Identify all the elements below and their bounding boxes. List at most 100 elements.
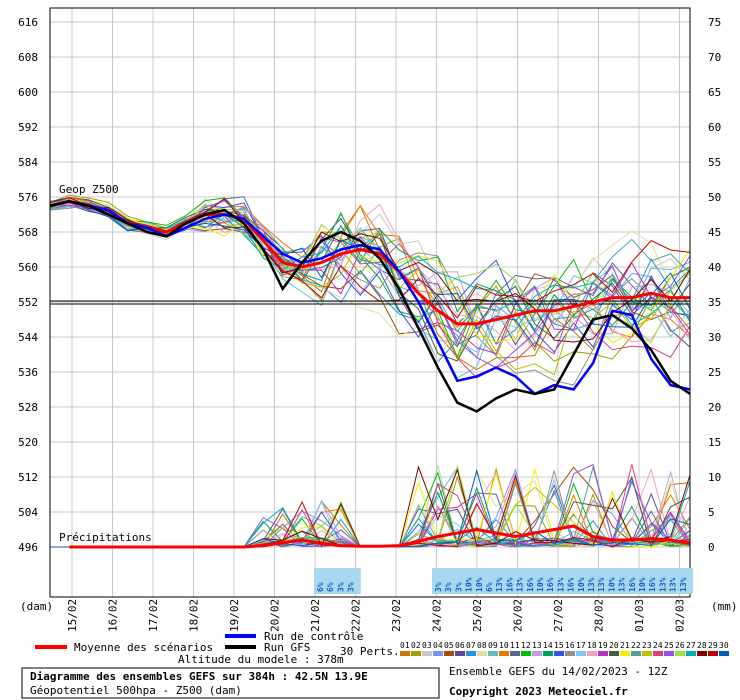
x-ticks: 15/02 16/02 17/02 18/02 19/02 20/02 21/02 22/02… bbox=[66, 599, 687, 632]
precip-prob-label: 16% bbox=[648, 577, 657, 592]
y-left-tick-label: 576 bbox=[18, 191, 38, 204]
precip-prob-label: 13% bbox=[587, 577, 596, 592]
pert-swatch bbox=[444, 651, 454, 656]
pert-number: 19 bbox=[598, 641, 608, 650]
pert-number: 02 bbox=[411, 641, 421, 650]
pert-swatch bbox=[411, 651, 421, 656]
precip-prob-label: 6% bbox=[326, 582, 335, 592]
x-tick-label: 02/03 bbox=[674, 599, 687, 632]
pert-swatch bbox=[565, 651, 575, 656]
y-right-tick-label: 45 bbox=[708, 226, 721, 239]
series-0 bbox=[49, 199, 690, 326]
y-right-unit: (mm) bbox=[711, 600, 738, 613]
y-left-tick-label: 496 bbox=[18, 541, 38, 554]
x-tick-label: 15/02 bbox=[66, 599, 79, 632]
precip-prob-label: 16% bbox=[505, 577, 514, 592]
precip-prob-label: 10% bbox=[465, 577, 474, 592]
pert-swatch bbox=[422, 651, 432, 656]
legend-control-label: Run de contrôle bbox=[264, 630, 363, 643]
precip-prob-band bbox=[432, 568, 693, 594]
pert-swatch bbox=[576, 651, 586, 656]
precip-prob-label: 13% bbox=[495, 577, 504, 592]
title-box bbox=[21, 667, 440, 699]
pert-swatch bbox=[510, 651, 520, 656]
y-left-tick-label: 616 bbox=[18, 16, 38, 29]
precip-prob-label: 3% bbox=[454, 582, 463, 592]
x-tick-label: 16/02 bbox=[107, 599, 120, 632]
pert-swatch bbox=[433, 651, 443, 656]
pert-swatch bbox=[708, 651, 718, 656]
x-tick-label: 27/02 bbox=[552, 599, 565, 632]
pert-swatch bbox=[587, 651, 597, 656]
precip-prob-label: 13% bbox=[679, 577, 688, 592]
precip-prob-label: 13% bbox=[597, 577, 606, 592]
pert-number: 26 bbox=[675, 641, 685, 650]
y-left-tick-label: 608 bbox=[18, 51, 38, 64]
pert-number: 12 bbox=[521, 641, 531, 650]
pert-swatch bbox=[631, 651, 641, 656]
series-1 bbox=[49, 200, 691, 396]
y-left-unit: (dam) bbox=[20, 600, 53, 613]
pert-number: 09 bbox=[488, 641, 498, 650]
precip-prob-label: 10% bbox=[536, 577, 545, 592]
precip-prob-label: 3% bbox=[434, 582, 443, 592]
y-left-tick-label: 544 bbox=[18, 331, 38, 344]
y-right-tick-label: 75 bbox=[708, 16, 721, 29]
x-tick-label: 28/02 bbox=[593, 599, 606, 632]
y-right-tick-label: 30 bbox=[708, 331, 721, 344]
y-right-tick-label: 40 bbox=[708, 261, 721, 274]
chart-title: Diagramme des ensembles GEFS sur 384h : … bbox=[30, 670, 368, 683]
x-tick-label: 01/03 bbox=[633, 599, 646, 632]
pert-number: 06 bbox=[455, 641, 465, 650]
precip-prob-label: 6% bbox=[316, 582, 325, 592]
pert-swatch bbox=[466, 651, 476, 656]
precip-prob-label: 3% bbox=[336, 582, 345, 592]
precip-prob-label: 3% bbox=[444, 582, 453, 592]
x-tick-label: 22/02 bbox=[350, 599, 363, 632]
pert-swatch bbox=[532, 651, 542, 656]
plot-frame bbox=[49, 7, 691, 598]
series-3 bbox=[69, 524, 691, 549]
legend-perts-label: 30 Perts. bbox=[340, 645, 400, 658]
pert-swatch bbox=[642, 651, 652, 656]
pert-number: 08 bbox=[477, 641, 487, 650]
pert-number: 21 bbox=[620, 641, 630, 650]
y-left-tick-label: 552 bbox=[18, 296, 38, 309]
x-tick-label: 24/02 bbox=[431, 599, 444, 632]
precip-prob-label: 13% bbox=[618, 577, 627, 592]
precip-prob-label: 10% bbox=[638, 577, 647, 592]
y-left-tick-label: 528 bbox=[18, 401, 38, 414]
y-left-tick-label: 592 bbox=[18, 121, 38, 134]
y-right-tick-label: 25 bbox=[708, 366, 721, 379]
pert-number: 25 bbox=[664, 641, 674, 650]
y-right-tick-label: 50 bbox=[708, 191, 721, 204]
pert-number: 30 bbox=[719, 641, 729, 650]
pert-number: 29 bbox=[708, 641, 718, 650]
x-tick-label: 23/02 bbox=[390, 599, 403, 632]
y-right-tick-label: 65 bbox=[708, 86, 721, 99]
pert-number: 22 bbox=[631, 641, 641, 650]
pert-number: 16 bbox=[565, 641, 575, 650]
x-tick-label: 19/02 bbox=[228, 599, 241, 632]
pert-number: 24 bbox=[653, 641, 663, 650]
series-2 bbox=[49, 200, 691, 413]
precip-annotation: Précipitations bbox=[59, 531, 152, 544]
y-right-tick-label: 35 bbox=[708, 296, 721, 309]
y-right-tick-label: 0 bbox=[708, 541, 715, 554]
y-left-tick-label: 560 bbox=[18, 261, 38, 274]
precip-prob-label: 13% bbox=[516, 577, 525, 592]
y-right-tick-label: 5 bbox=[708, 506, 715, 519]
x-tick-label: 20/02 bbox=[269, 599, 282, 632]
pert-number: 13 bbox=[532, 641, 542, 650]
pert-number: 01 bbox=[400, 641, 410, 650]
pert-number: 07 bbox=[466, 641, 476, 650]
pert-number: 03 bbox=[422, 641, 432, 650]
main-series bbox=[49, 199, 691, 549]
precip-prob-label: 3% bbox=[347, 582, 356, 592]
y-left-tick-label: 536 bbox=[18, 366, 38, 379]
y-left-ticks: 616 608 600 592 584 576 568 560 552 544 536 528 520 5… bbox=[18, 16, 38, 554]
precip-prob-label: 13% bbox=[658, 577, 667, 592]
precip-prob-label: 10% bbox=[475, 577, 484, 592]
y-right-tick-label: 10 bbox=[708, 471, 721, 484]
